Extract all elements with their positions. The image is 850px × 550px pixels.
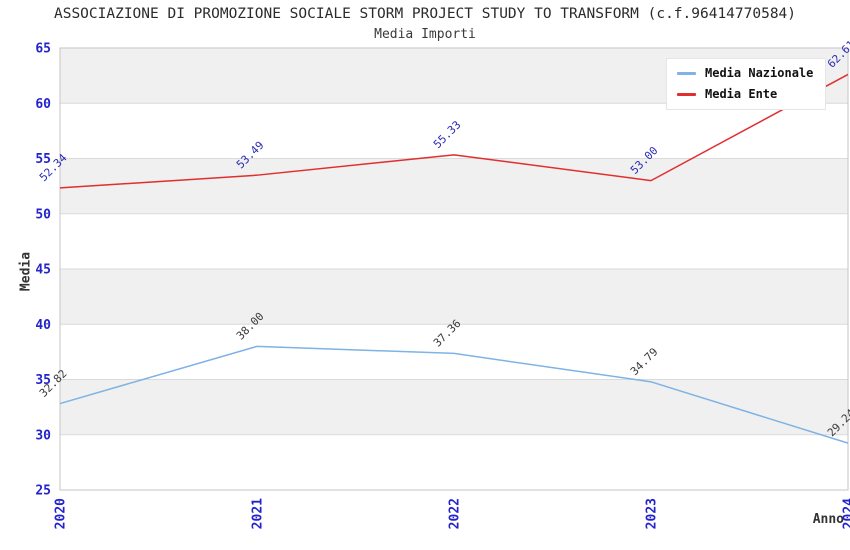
legend-label-media-nazionale: Media Nazionale [705,66,814,80]
legend: Media Nazionale Media Ente [666,58,827,110]
point-label: 34.79 [628,345,661,378]
y-tick-label: 30 [35,428,51,443]
point-label: 55.33 [431,118,464,151]
media-nazionale-line-swatch [677,71,696,75]
series-line-media-ente [59,73,849,189]
legend-item-media-nazionale: Media Nazionale [677,66,813,80]
y-tick-label: 25 [35,484,51,499]
chart-subtitle: Media Importi [374,27,476,42]
y-tick-label: 65 [35,42,51,57]
x-tick-label: 2020 [54,498,69,529]
y-tick-label: 60 [35,97,51,112]
series-line-media-nazionale [59,345,849,444]
y-tick-label: 35 [35,373,51,388]
legend-label-media-ente: Media Ente [705,87,778,101]
x-tick-label: 2021 [251,498,266,529]
legend-item-media-ente: Media Ente [677,87,813,101]
plot-band [60,158,848,214]
y-tick-label: 55 [35,152,51,167]
plot-band [60,269,848,325]
chart-title: ASSOCIAZIONE DI PROMOZIONE SOCIALE STORM… [53,6,797,22]
x-axis-label: Anno [812,512,844,527]
y-tick-label: 45 [35,263,51,278]
x-tick-label: 2022 [448,498,463,529]
plot-band [60,379,848,435]
x-tick-label: 2023 [645,498,660,529]
x-tick-label: 2024 [842,498,850,529]
y-tick-label: 40 [35,318,51,333]
y-tick-label: 50 [35,207,51,222]
media-ente-line-swatch [677,92,696,96]
plot-border [59,47,849,491]
